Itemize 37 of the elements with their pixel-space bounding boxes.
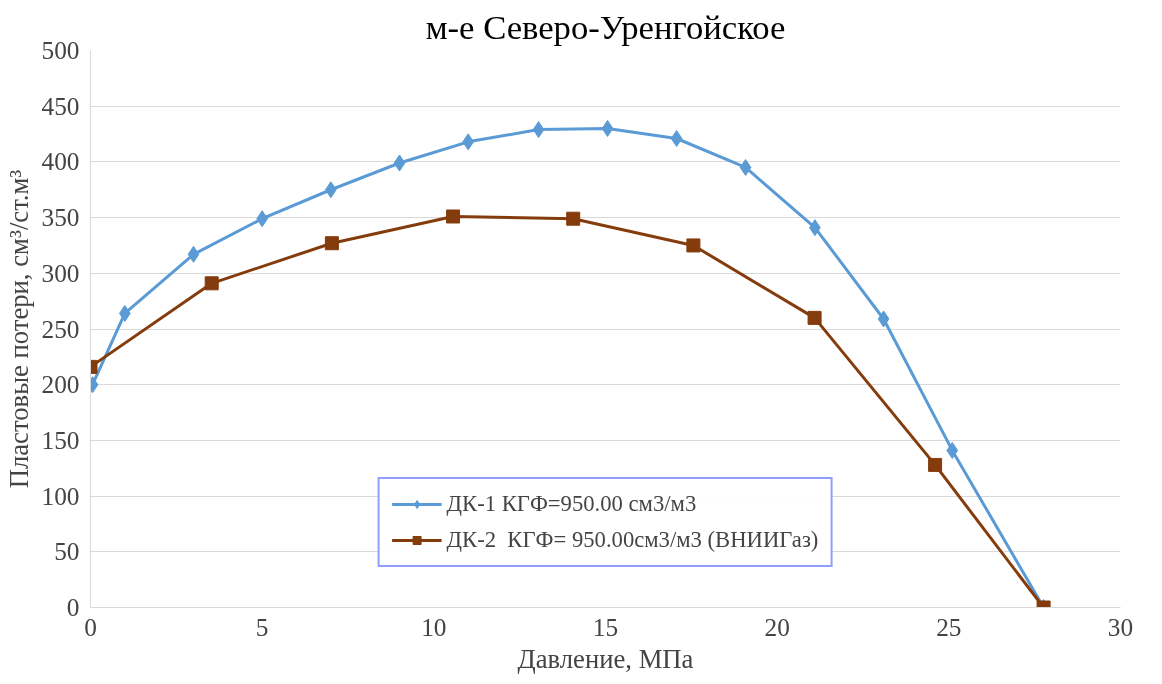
point [877,310,890,328]
y-tick-label: 500 [41,36,80,64]
x-tick-label: 5 [255,612,269,641]
y-tick-label: 350 [41,203,80,232]
point [393,154,406,172]
point [324,236,339,251]
point [187,245,200,263]
point [739,158,752,176]
chart-title: м-е Северо-Уренгойское [425,7,786,46]
x-tick-label: 15 [592,612,619,641]
x-tick-label: 20 [764,612,790,641]
y-tick-label: 100 [41,481,80,510]
point [446,209,461,224]
point [532,121,545,139]
x-axis-title: Давление, МПа [517,643,694,674]
y-tick-label: 200 [41,370,80,399]
y-axis-title: Пластовые потери, см³/ст.м³ [3,169,34,489]
y-tick-label: 150 [41,425,80,454]
y-tick-label: 0 [66,593,80,621]
x-tick-label: 10 [421,612,447,641]
point [670,130,683,148]
y-tick-label: 400 [41,147,80,176]
point [601,119,614,137]
point [807,310,822,325]
point [204,276,219,291]
point [566,211,581,226]
y-tick-label: 50 [54,537,80,566]
y-tick-label: 300 [41,258,80,287]
legend-label: ДК-1 КГФ=950.00 см3/м3 [446,491,697,517]
y-tick-label: 450 [41,91,80,120]
point [928,457,943,472]
point [686,238,701,253]
x-tick-label: 25 [936,612,962,641]
point [946,441,959,459]
x-tick-label: 30 [1107,612,1134,641]
y-tick-label: 250 [41,314,80,343]
legend-label: ДК-2 КГФ= 950.00см3/м3 (ВНИИГаз) [446,527,819,553]
